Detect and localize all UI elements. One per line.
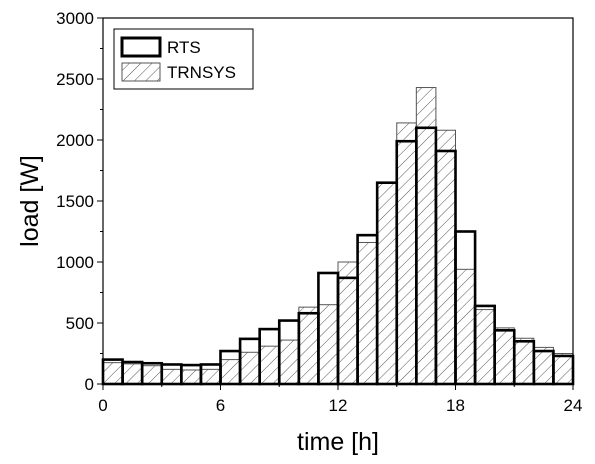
trnsys-bar (180, 369, 202, 385)
y-tick-label: 1500 (56, 192, 94, 211)
x-tick-label: 12 (329, 396, 348, 415)
trnsys-bar (278, 339, 300, 385)
legend-swatch-rts (120, 36, 162, 58)
trnsys-bar (533, 346, 554, 385)
y-tick-label: 1000 (56, 253, 94, 272)
trnsys-bar (220, 359, 241, 385)
legend-label-trnsys: TRNSYS (167, 63, 236, 82)
x-axis-label: time [h] (297, 428, 379, 456)
trnsys-bar (376, 182, 398, 385)
trnsys-bar (239, 351, 261, 385)
x-tick-label: 6 (216, 396, 225, 415)
trnsys-bar (552, 353, 574, 385)
trnsys-bar (455, 268, 476, 385)
legend: RTS TRNSYS (113, 28, 254, 90)
trnsys-bar (513, 337, 535, 385)
y-tick-label: 500 (66, 314, 94, 333)
trnsys-bar (337, 261, 359, 385)
trnsys-bar (259, 345, 280, 385)
trnsys-bar (122, 363, 143, 385)
trnsys-bar (317, 304, 339, 385)
y-tick-label: 3000 (56, 9, 94, 28)
y-axis-label: load [W] (16, 155, 44, 247)
trnsys-bar (396, 122, 417, 385)
legend-label-rts: RTS (167, 38, 201, 57)
trnsys-bar (435, 129, 456, 385)
trnsys-bar (102, 362, 124, 385)
x-tick-label: 18 (446, 396, 465, 415)
trnsys-bar (200, 368, 222, 385)
legend-swatch-trnsys (121, 62, 161, 82)
y-tick-label: 2000 (56, 131, 94, 150)
y-tick-label: 0 (85, 375, 94, 394)
x-tick-label: 24 (564, 396, 583, 415)
trnsys-bar (474, 309, 496, 385)
trnsys-bar (494, 327, 515, 385)
trnsys-bar (141, 365, 163, 385)
trnsys-bar (415, 87, 437, 385)
y-axis: 0 500 1000 1500 2000 2500 3000 (56, 9, 103, 394)
y-tick-label: 2500 (56, 70, 94, 89)
x-axis: 0 6 12 18 24 (98, 384, 582, 415)
trnsys-bar (161, 368, 182, 385)
x-tick-label: 0 (98, 396, 107, 415)
trnsys-bar (298, 306, 319, 385)
trnsys-bar (357, 241, 378, 385)
